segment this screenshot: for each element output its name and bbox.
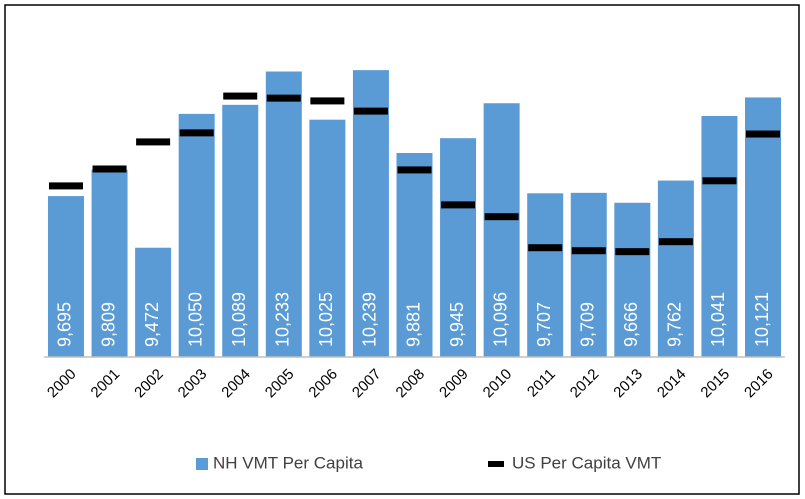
us-marker xyxy=(353,107,388,115)
value-label: 9,709 xyxy=(578,302,598,347)
legend-label: US Per Capita VMT xyxy=(512,453,661,472)
bar xyxy=(265,71,302,358)
legend-label: NH VMT Per Capita xyxy=(213,453,363,472)
value-label: 9,472 xyxy=(142,302,162,347)
us-marker xyxy=(571,247,606,255)
value-label: 10,089 xyxy=(229,292,249,347)
legend-swatch xyxy=(196,458,208,470)
us-marker xyxy=(266,94,301,102)
value-label: 10,041 xyxy=(708,292,728,347)
value-label: 9,695 xyxy=(55,302,75,347)
us-marker xyxy=(397,166,432,174)
bar xyxy=(135,247,172,357)
value-label: 9,809 xyxy=(98,302,118,347)
bar xyxy=(47,196,84,357)
us-marker xyxy=(528,244,563,252)
us-marker xyxy=(310,97,345,105)
value-label: 10,121 xyxy=(752,292,772,347)
us-marker xyxy=(48,182,83,190)
bar xyxy=(527,193,564,357)
bar xyxy=(91,169,128,357)
bar xyxy=(396,153,433,357)
bar xyxy=(352,70,389,358)
legend-swatch xyxy=(488,461,504,467)
value-label: 10,025 xyxy=(316,292,336,347)
us-marker xyxy=(441,201,476,209)
bar xyxy=(309,119,346,357)
bar xyxy=(745,97,782,358)
us-marker xyxy=(702,177,737,185)
us-marker xyxy=(179,129,214,137)
us-marker xyxy=(484,213,519,221)
value-label: 10,050 xyxy=(185,292,205,347)
value-label: 10,096 xyxy=(490,292,510,347)
value-label: 10,233 xyxy=(273,292,293,347)
value-label: 9,707 xyxy=(534,302,554,347)
bar xyxy=(657,180,694,357)
us-marker xyxy=(223,92,258,100)
us-marker xyxy=(658,238,693,246)
bar xyxy=(570,192,607,357)
us-marker xyxy=(615,248,650,256)
bar xyxy=(483,103,520,357)
bar xyxy=(178,113,215,357)
value-label: 9,762 xyxy=(665,302,685,347)
bar xyxy=(222,104,259,357)
value-label: 10,239 xyxy=(360,292,380,347)
bar xyxy=(440,138,477,357)
value-label: 9,666 xyxy=(621,302,641,347)
value-label: 9,945 xyxy=(447,302,467,347)
us-marker xyxy=(746,130,781,138)
bar xyxy=(614,202,651,357)
value-label: 9,881 xyxy=(403,302,423,347)
bar xyxy=(701,115,738,357)
us-marker xyxy=(92,165,127,173)
us-marker xyxy=(136,138,171,146)
